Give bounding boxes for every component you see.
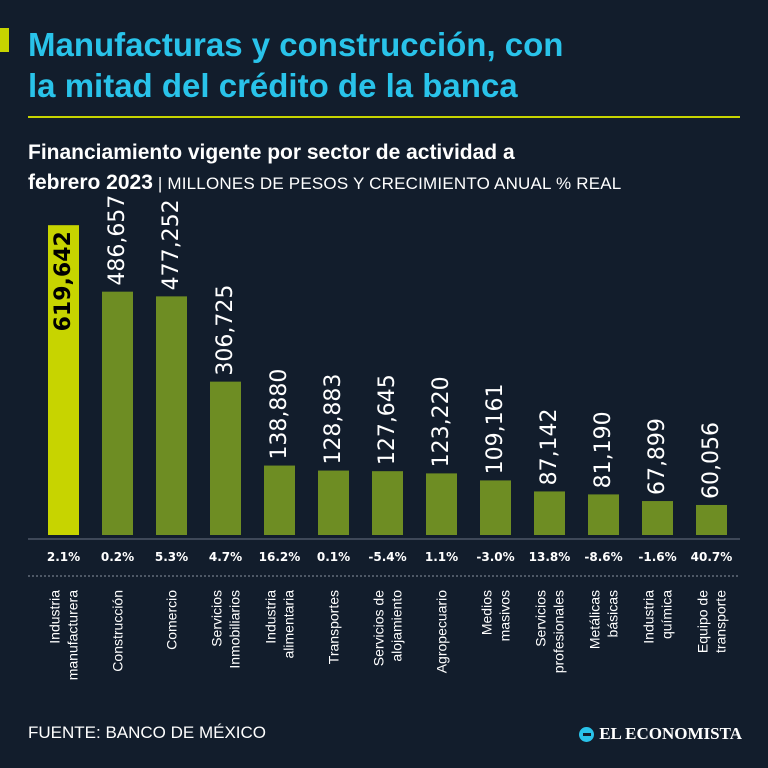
category-label-4-0: Industria bbox=[263, 590, 279, 644]
brand-icon bbox=[579, 726, 595, 742]
growth-label-8: -3.0% bbox=[476, 550, 514, 564]
category-label-6-1: alojamiento bbox=[389, 590, 405, 662]
bar-10 bbox=[588, 494, 619, 535]
bar-value-label-10: 81,190 bbox=[591, 411, 616, 488]
category-label-2-0: Comercio bbox=[164, 590, 180, 650]
category-label-8-0: Medios bbox=[479, 590, 495, 635]
bar-2 bbox=[156, 296, 187, 535]
bar-value-label-7: 123,220 bbox=[429, 376, 454, 467]
title-line-1: Manufacturas y construcción, con bbox=[28, 26, 564, 63]
subtitle-line-1: Financiamiento vigente por sector de act… bbox=[28, 141, 515, 164]
category-label-10-1: básicas bbox=[605, 590, 621, 637]
category-label-4-1: alimentaria bbox=[281, 590, 297, 659]
title-divider bbox=[28, 116, 740, 118]
category-label-9-0: Servicios bbox=[533, 590, 549, 647]
growth-label-10: -8.6% bbox=[584, 550, 622, 564]
category-label-3-1: Inmobiliarios bbox=[227, 590, 243, 669]
bar-0 bbox=[48, 225, 79, 535]
category-label-3-0: Servicios bbox=[209, 590, 225, 647]
bar-value-label-3: 306,725 bbox=[213, 285, 238, 376]
category-label-12-0: Equipo de bbox=[695, 590, 711, 653]
bar-12 bbox=[696, 504, 727, 535]
bar-value-label-9: 87,142 bbox=[537, 408, 562, 485]
bar-11 bbox=[642, 501, 673, 535]
page-title: Manufacturas y construcción, con la mita… bbox=[28, 24, 748, 106]
bar-6 bbox=[372, 471, 403, 535]
bar-5 bbox=[318, 470, 349, 535]
source-note: FUENTE: BANCO DE MÉXICO bbox=[28, 723, 267, 742]
category-label-9-1: profesionales bbox=[551, 590, 567, 673]
growth-label-9: 13.8% bbox=[529, 550, 571, 564]
category-label-8-1: masivos bbox=[497, 590, 513, 641]
bar-value-label-2: 477,252 bbox=[159, 199, 184, 290]
bar-4 bbox=[264, 465, 295, 535]
growth-label-0: 2.1% bbox=[47, 550, 80, 564]
bar-value-label-5: 128,883 bbox=[321, 374, 346, 465]
bar-7 bbox=[426, 473, 457, 535]
growth-label-7: 1.1% bbox=[425, 550, 458, 564]
bar-3 bbox=[210, 381, 241, 535]
growth-label-1: 0.2% bbox=[101, 550, 134, 564]
title-accent-bar bbox=[0, 28, 9, 52]
bar-value-label-6: 127,645 bbox=[375, 374, 400, 465]
category-label-5-0: Transportes bbox=[326, 590, 342, 664]
category-label-10-0: Metálicas bbox=[587, 590, 603, 649]
chart-subtitle: Financiamiento vigente por sector de act… bbox=[28, 138, 748, 199]
category-label-11-0: Industria bbox=[641, 590, 657, 644]
growth-label-4: 16.2% bbox=[259, 550, 301, 564]
category-label-6-0: Servicios de bbox=[371, 590, 387, 666]
category-label-0-1: manufacturera bbox=[65, 590, 81, 680]
category-label-7-0: Agropecuario bbox=[434, 590, 450, 673]
title-line-2: la mitad del crédito de la banca bbox=[28, 67, 518, 104]
bar-value-label-8: 109,161 bbox=[483, 383, 508, 474]
category-label-0-0: Industria bbox=[47, 590, 63, 644]
growth-label-6: -5.4% bbox=[368, 550, 406, 564]
category-label-12-1: transporte bbox=[713, 590, 729, 653]
bar-value-label-4: 138,880 bbox=[267, 369, 292, 460]
growth-label-2: 5.3% bbox=[155, 550, 188, 564]
subtitle-units: | MILLONES DE PESOS Y CRECIMIENTO ANUAL … bbox=[152, 174, 622, 193]
bar-9 bbox=[534, 491, 565, 535]
bar-value-label-1: 486,657 bbox=[105, 195, 130, 286]
bar-8 bbox=[480, 480, 511, 535]
brand-name: EL ECONOMISTA bbox=[599, 724, 742, 743]
growth-label-11: -1.6% bbox=[638, 550, 676, 564]
category-label-1-0: Construcción bbox=[110, 590, 126, 672]
brand-logo: EL ECONOMISTA bbox=[579, 724, 742, 744]
growth-label-5: 0.1% bbox=[317, 550, 350, 564]
subtitle-date: febrero 2023 bbox=[28, 171, 153, 194]
bar-value-label-11: 67,899 bbox=[645, 418, 670, 495]
bar-1 bbox=[102, 291, 133, 535]
growth-label-3: 4.7% bbox=[209, 550, 242, 564]
growth-label-12: 40.7% bbox=[691, 550, 733, 564]
bar-value-label-12: 60,056 bbox=[699, 422, 724, 499]
category-label-11-1: química bbox=[659, 590, 675, 639]
bar-value-label-0: 619,642 bbox=[51, 231, 76, 331]
